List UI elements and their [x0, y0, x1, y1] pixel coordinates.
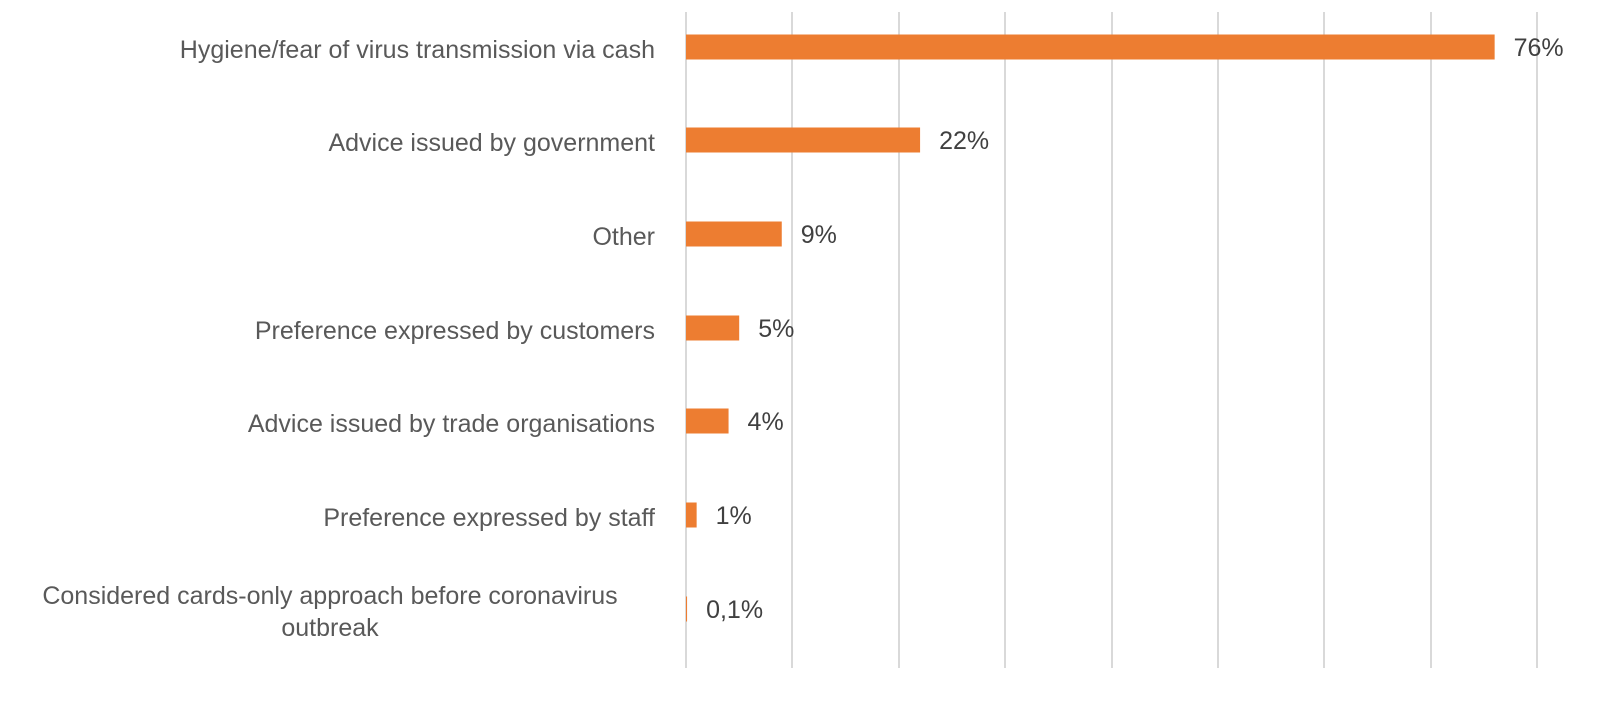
bar	[686, 127, 921, 153]
data-labels: 76% 22% 9% 5% 4% 1% 0,1%	[706, 34, 1564, 624]
category-label: Preference expressed by customers	[255, 317, 655, 345]
category-label: Advice issued by government	[328, 129, 655, 157]
bar	[686, 596, 688, 622]
data-label: 5%	[758, 315, 794, 343]
category-label: Other	[592, 223, 655, 251]
gridlines	[685, 12, 1538, 668]
data-label: 9%	[801, 221, 837, 249]
category-label: Considered cards-only approach before co…	[42, 582, 617, 642]
bar	[686, 502, 697, 528]
category-label: Hygiene/fear of virus transmission via c…	[180, 36, 655, 64]
data-label: 76%	[1514, 34, 1564, 62]
data-label: 22%	[939, 127, 989, 155]
bar	[686, 408, 729, 434]
data-label: 0,1%	[706, 596, 763, 624]
category-label: Preference expressed by staff	[323, 504, 655, 532]
bar	[686, 315, 740, 341]
data-label: 4%	[748, 408, 784, 436]
category-label: Advice issued by trade organisations	[248, 410, 655, 438]
bar	[686, 34, 1495, 60]
data-label: 1%	[716, 502, 752, 530]
bars	[686, 34, 1495, 622]
bar	[686, 221, 782, 247]
category-labels: Hygiene/fear of virus transmission via c…	[42, 36, 655, 642]
